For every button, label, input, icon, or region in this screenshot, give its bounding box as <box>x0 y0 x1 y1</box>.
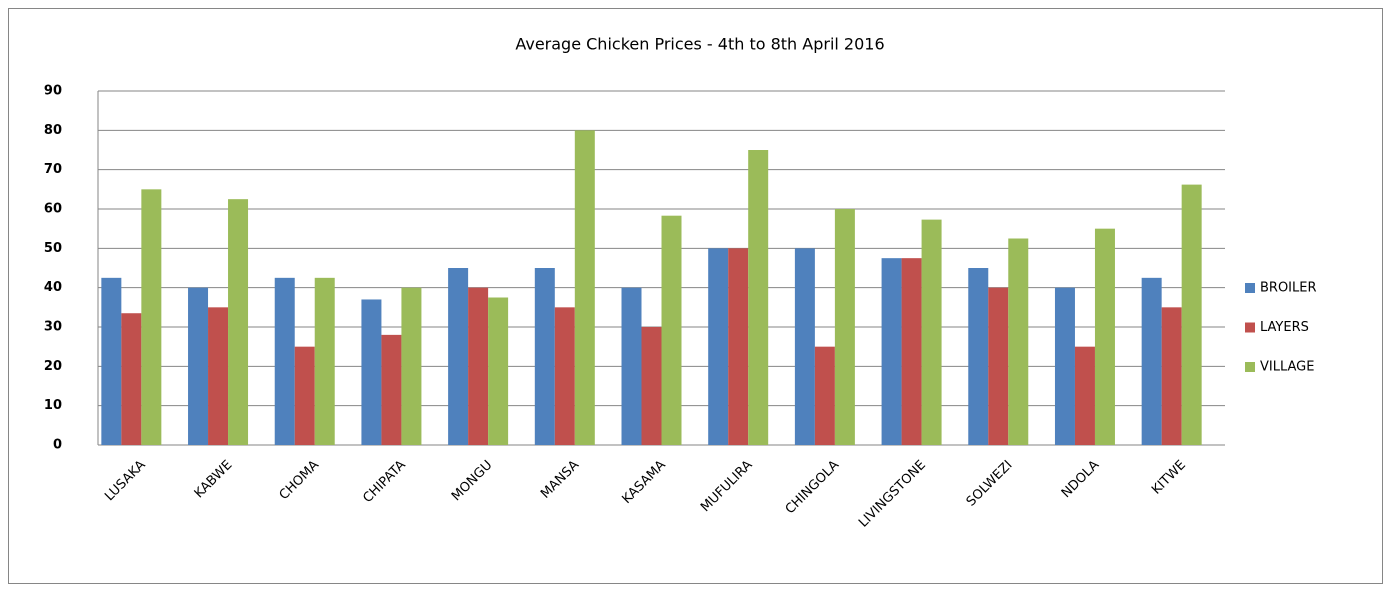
y-tick-label: 10 <box>44 398 62 413</box>
bar <box>274 277 295 445</box>
bar <box>881 258 902 445</box>
bar <box>1181 184 1202 445</box>
bar <box>1161 307 1182 445</box>
bar <box>814 346 835 445</box>
chart-title: Average Chicken Prices - 4th to 8th Apri… <box>515 35 884 54</box>
bar <box>728 248 749 445</box>
bar <box>641 327 662 445</box>
bar <box>294 346 315 445</box>
bar <box>794 248 815 445</box>
bar <box>901 258 922 445</box>
legend-label: VILLAGE <box>1260 360 1314 375</box>
bar <box>1054 287 1075 445</box>
legend-label: LAYERS <box>1260 320 1309 335</box>
bar <box>661 215 682 445</box>
bar <box>381 334 402 445</box>
bar <box>401 287 422 445</box>
bar <box>208 307 229 445</box>
bar <box>748 150 769 445</box>
bar <box>141 189 162 445</box>
y-tick-label: 70 <box>44 162 62 177</box>
y-tick-label: 40 <box>44 280 62 295</box>
legend-swatch <box>1245 322 1255 333</box>
legend-swatch <box>1245 283 1255 293</box>
bar <box>968 268 989 445</box>
bar <box>488 297 509 445</box>
legend-label: BROILER <box>1260 281 1317 296</box>
bar <box>361 299 382 445</box>
bar <box>1008 238 1029 445</box>
bar <box>1141 277 1162 445</box>
bar <box>921 219 942 445</box>
y-tick-label: 0 <box>53 438 62 453</box>
y-tick-label: 20 <box>44 359 62 374</box>
y-tick-label: 30 <box>44 320 62 335</box>
bar <box>448 268 469 445</box>
bar <box>708 248 729 445</box>
bar <box>988 287 1009 445</box>
bar <box>1074 346 1095 445</box>
bar <box>621 287 642 445</box>
bar <box>534 268 555 445</box>
bar <box>314 277 335 445</box>
bar <box>1094 228 1115 445</box>
bar <box>554 307 575 445</box>
y-tick-label: 80 <box>44 123 62 138</box>
y-tick-label: 90 <box>44 84 62 99</box>
bar <box>188 287 209 445</box>
bar <box>101 277 122 445</box>
bar <box>834 209 855 445</box>
chart-frame <box>8 8 1383 584</box>
y-tick-label: 50 <box>44 241 62 256</box>
bar <box>228 199 249 445</box>
y-tick-label: 60 <box>44 202 62 217</box>
legend-swatch <box>1245 362 1255 372</box>
bar <box>121 313 142 445</box>
bar <box>574 130 595 446</box>
bar <box>468 287 489 445</box>
